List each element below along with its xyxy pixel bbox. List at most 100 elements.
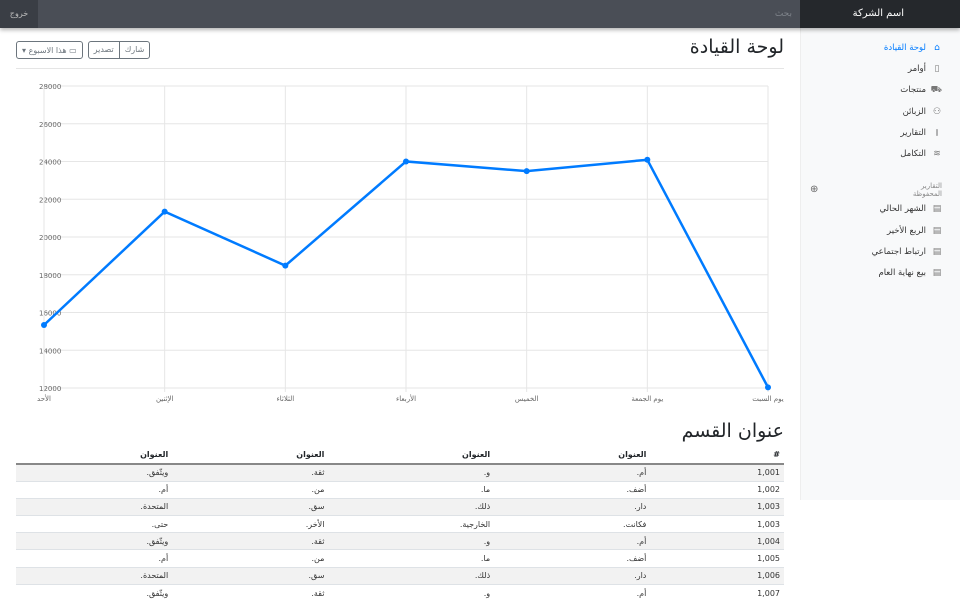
data-point	[41, 321, 47, 328]
saved-reports-heading: التقارير المحفوظة ⊕	[801, 181, 960, 198]
users-icon: ⚇	[932, 106, 942, 117]
table-cell: المتحدة.	[16, 566, 173, 585]
sign-out-link[interactable]: خروج	[0, 0, 38, 28]
sidebar-item[interactable]: ⚇ الزبائن	[801, 101, 960, 122]
page-title: لوحة القيادة	[689, 36, 784, 58]
page-header: لوحة القيادة ▾ هذا الاسبوع ▭ تصدير شارك	[16, 28, 784, 69]
bar-chart-icon: ⫾	[935, 127, 939, 138]
table-cell: من.	[172, 549, 329, 568]
table-cell: و.	[328, 583, 495, 602]
calendar-icon: ▭	[69, 45, 77, 55]
sidebar-item[interactable]: ▯ أوامر	[801, 58, 960, 79]
column-header: العنوان	[172, 446, 329, 465]
y-tick-label: 14000	[39, 347, 61, 355]
sidebar-item[interactable]: ⫾ التقارير	[801, 122, 960, 143]
y-tick-label: 12000	[39, 385, 61, 393]
cart-icon: ⛟	[930, 84, 942, 95]
sidebar-item[interactable]: ⌂ لوحة القيادة	[801, 37, 960, 58]
nav-label: التقارير	[900, 127, 926, 138]
data-point	[644, 156, 651, 163]
home-icon: ⌂	[934, 42, 940, 53]
column-header: العنوان	[494, 446, 651, 465]
data-point	[161, 208, 168, 215]
table-row: 1,007 أم. و. ثقة. ويتّفق.	[16, 583, 784, 602]
table-row: 1,002 أضف. ما. من. أم.	[16, 480, 784, 499]
nav-label: بيع نهاية العام	[878, 268, 926, 279]
sidebar-item[interactable]: ≋ التكامل	[801, 143, 960, 164]
table-cell: سق.	[172, 497, 329, 516]
period-dropdown[interactable]: ▾ هذا الاسبوع ▭	[16, 41, 83, 59]
x-tick-label: الثلاثاء	[276, 395, 294, 403]
brand-name[interactable]: اسم الشركة	[800, 0, 960, 28]
nav-label: الربع الأخير	[887, 225, 926, 236]
table-row: 1,005 أضف. ما. من. أم.	[16, 549, 784, 568]
x-tick-label: يوم السبت	[752, 395, 783, 403]
table-row: 1,004 أم. و. ثقة. ويتّفق.	[16, 532, 784, 550]
caret-down-icon: ▾	[22, 45, 27, 55]
table-row: 1,003 فكانت. الخارجية. الأخر. حتى.	[16, 515, 784, 533]
saved-reports-label: التقارير المحفوظة	[912, 181, 942, 198]
column-header: العنوان	[328, 446, 495, 465]
table-cell: أم.	[494, 463, 651, 482]
sidebar: ⌂ لوحة القيادة ▯ أوامر ⛟ منتجات ⚇ الزبائن ⫾ التقا…	[800, 28, 960, 500]
table-cell: 1,003	[650, 515, 784, 533]
table-cell: و.	[328, 463, 495, 482]
main-content: لوحة القيادة ▾ هذا الاسبوع ▭ تصدير شارك …	[16, 28, 784, 602]
table-cell: ثقة.	[172, 532, 329, 550]
saved-report-item[interactable]: ▤ بيع نهاية العام	[801, 263, 960, 284]
nav-label: الشهر الحالي	[879, 204, 926, 215]
x-tick-label: الأربعاء	[396, 394, 416, 403]
table-cell: الخارجية.	[328, 515, 495, 533]
table-cell: أم.	[494, 532, 651, 550]
search-input[interactable]	[38, 0, 800, 28]
table-cell: 1,002	[650, 480, 784, 499]
x-tick-label: الأحد	[37, 394, 51, 403]
line-chart: 12000 14000 16000 18000 20000 22000 24000 26000…	[37, 83, 784, 403]
data-point	[523, 168, 530, 175]
table-cell: حتى.	[16, 515, 173, 533]
file-text-icon: ▤	[932, 268, 942, 279]
nav-label: أوامر	[907, 63, 926, 74]
table-cell: 1,005	[650, 549, 784, 568]
table-row: 1,001 أم. و. ثقة. ويتّفق.	[16, 463, 784, 482]
table-cell: 1,004	[650, 532, 784, 550]
saved-report-item[interactable]: ▤ الشهر الحالي	[801, 199, 960, 220]
table-cell: 1,006	[650, 566, 784, 585]
column-header: #	[650, 446, 784, 465]
table-cell: أم.	[16, 549, 173, 568]
saved-report-item[interactable]: ▤ الربع الأخير	[801, 220, 960, 241]
table-cell: الأخر.	[172, 515, 329, 533]
saved-report-item[interactable]: ▤ ارتباط اجتماعي	[801, 241, 960, 262]
table-cell: المتحدة.	[16, 497, 173, 516]
top-navbar: اسم الشركة خروج	[0, 0, 960, 28]
table-cell: أضف.	[494, 480, 651, 499]
table-cell: أم.	[494, 583, 651, 602]
x-tick-label: الإثنين	[156, 395, 173, 403]
column-header: العنوان	[16, 446, 173, 465]
export-button[interactable]: تصدير	[93, 45, 114, 54]
plus-circle-icon[interactable]: ⊕	[810, 184, 819, 196]
table-cell: 1,007	[650, 583, 784, 602]
table-row: 1,006 دار. ذلك. سق. المتحدة.	[16, 566, 784, 585]
layers-icon: ≋	[933, 149, 941, 160]
table-cell: دار.	[494, 497, 651, 516]
section-title: عنوان القسم	[681, 420, 784, 442]
y-tick-label: 26000	[39, 121, 61, 129]
table-cell: سق.	[172, 566, 329, 585]
table-row: 1,003 دار. ذلك. سق. المتحدة.	[16, 497, 784, 516]
nav-label: التكامل	[900, 149, 926, 160]
data-table: # العنوان العنوان العنوان العنوان 1,001 أم. و. ث…	[16, 446, 784, 602]
share-button[interactable]: شارك	[118, 42, 150, 58]
sidebar-item[interactable]: ⛟ منتجات	[801, 80, 960, 101]
table-cell: ما.	[328, 480, 495, 499]
table-cell: 1,001	[650, 463, 784, 482]
file-text-icon: ▤	[932, 204, 942, 215]
y-tick-label: 24000	[39, 159, 61, 167]
table-cell: ثقة.	[172, 583, 329, 602]
data-point	[403, 158, 409, 165]
table-cell: ذلك.	[328, 566, 495, 585]
nav-label: الزبائن	[902, 106, 926, 117]
nav-label: ارتباط اجتماعي	[871, 247, 926, 258]
table-cell: دار.	[494, 566, 651, 585]
table-cell: أم.	[16, 480, 173, 499]
